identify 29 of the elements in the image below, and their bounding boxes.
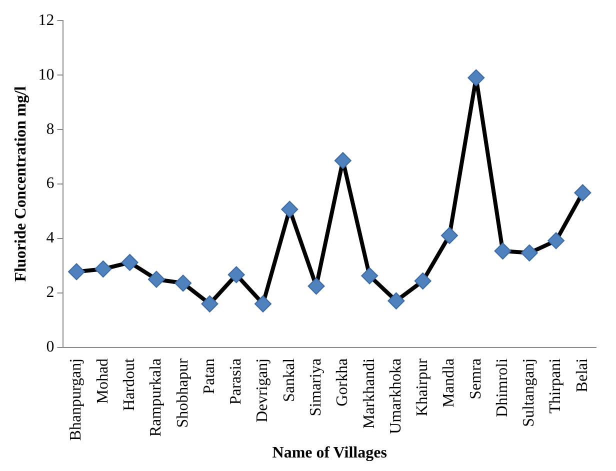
y-tick-label: 10 xyxy=(38,66,54,84)
x-tick-label: Mohad xyxy=(94,358,112,404)
x-tick-label: Markhandi xyxy=(360,358,378,429)
x-tick-label: Parasia xyxy=(228,358,245,405)
y-tick-label: 4 xyxy=(46,230,54,247)
x-tick-label: Patan xyxy=(200,358,218,394)
y-tick-label: 6 xyxy=(46,175,54,192)
y-tick-label: 2 xyxy=(46,284,54,302)
x-tick-label: Simariya xyxy=(307,358,324,416)
y-tick-label: 8 xyxy=(46,120,54,138)
x-tick-label: Rampurkala xyxy=(148,358,165,437)
x-tick-label: Mandla xyxy=(440,358,458,408)
x-tick-label: Gorkha xyxy=(334,358,352,406)
x-tick-label: Semra xyxy=(467,358,484,400)
x-tick-label: Sankal xyxy=(280,358,298,402)
x-tick-label: Belai xyxy=(574,358,591,392)
y-axis-title: Fluoride Concentration mg/l xyxy=(12,86,30,282)
x-tick-label: Shobhapur xyxy=(174,358,192,428)
x-tick-label: Thirpani xyxy=(547,358,564,414)
y-tick-label: 12 xyxy=(38,12,54,29)
x-tick-label: Khairpur xyxy=(414,358,432,416)
x-tick-label: Dhimroli xyxy=(494,358,511,418)
y-tick-label: 0 xyxy=(46,338,54,356)
x-axis-title: Name of Villages xyxy=(272,444,387,462)
x-tick-label: Devriganj xyxy=(254,358,272,422)
x-tick-label: Umarkhoka xyxy=(387,358,404,434)
x-tick-label: Sultanganj xyxy=(520,358,538,427)
x-tick-label: Bhanpurganj xyxy=(68,358,85,441)
x-tick-label: Hardout xyxy=(121,358,138,411)
